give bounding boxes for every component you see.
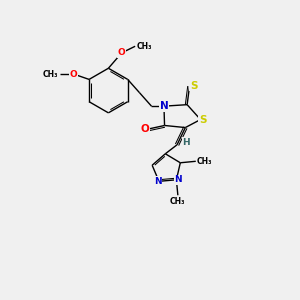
Text: CH₃: CH₃: [196, 157, 212, 166]
Text: S: S: [199, 115, 206, 124]
Text: N: N: [174, 175, 182, 184]
Text: S: S: [190, 81, 197, 91]
Text: N: N: [154, 177, 161, 186]
Text: CH₃: CH₃: [170, 197, 186, 206]
Text: O: O: [70, 70, 77, 79]
Text: O: O: [140, 124, 149, 134]
Text: CH₃: CH₃: [136, 42, 152, 51]
Text: N: N: [160, 101, 168, 111]
Text: O: O: [118, 48, 126, 57]
Text: H: H: [182, 138, 190, 147]
Text: CH₃: CH₃: [43, 70, 58, 79]
